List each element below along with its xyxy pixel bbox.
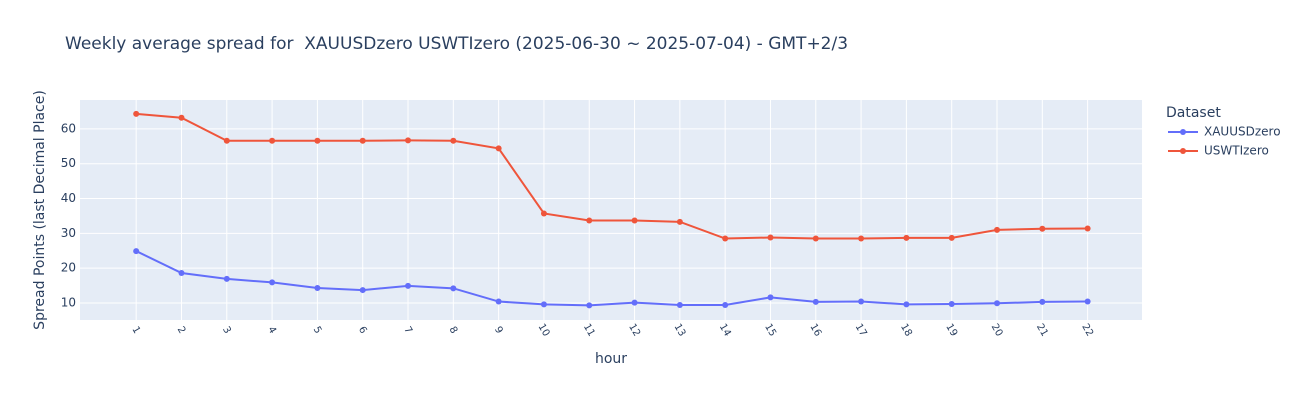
x-tick-label: 12 <box>626 322 642 339</box>
series-line <box>135 250 1088 307</box>
data-point <box>767 294 774 301</box>
data-point <box>767 234 774 241</box>
data-point <box>133 248 140 255</box>
chart-title: Weekly average spread for XAUUSDzero USW… <box>65 34 848 54</box>
y-tick-label: 40 <box>61 191 76 205</box>
data-point <box>269 137 276 144</box>
data-point <box>359 137 366 144</box>
x-tick-label: 16 <box>807 322 823 339</box>
data-point <box>405 137 412 144</box>
data-point <box>223 275 230 282</box>
data-point <box>178 114 185 121</box>
legend-title: Dataset <box>1166 105 1221 121</box>
data-point <box>1039 298 1046 305</box>
data-point <box>540 301 547 308</box>
x-tick-label: 20 <box>989 322 1005 339</box>
data-point <box>903 301 910 308</box>
y-tick-label: 50 <box>61 156 76 170</box>
data-point <box>676 218 683 225</box>
x-tick-label: 2 <box>175 325 188 336</box>
data-point <box>812 298 819 305</box>
y-tick-label: 60 <box>61 121 76 135</box>
data-point <box>540 210 547 217</box>
x-tick-label: 15 <box>762 322 778 339</box>
x-tick-label: 19 <box>943 322 959 339</box>
data-point <box>812 235 819 242</box>
x-tick-label: 21 <box>1034 322 1050 339</box>
x-tick-label: 6 <box>356 325 369 336</box>
data-point <box>450 285 457 292</box>
data-point <box>1084 298 1091 305</box>
x-tick-label: 7 <box>401 325 414 336</box>
x-axis-title: hour <box>595 351 627 367</box>
y-tick-label: 30 <box>61 226 76 240</box>
x-tick-label: 1 <box>129 325 142 336</box>
x-tick-label: 11 <box>581 322 597 339</box>
x-tick-label: 13 <box>671 322 687 339</box>
data-point <box>359 287 366 294</box>
y-tick-label: 10 <box>61 295 76 309</box>
legend-marker <box>1180 148 1186 154</box>
data-point <box>586 302 593 309</box>
x-tick-label: 22 <box>1079 322 1095 339</box>
legend-label: USWTIzero <box>1204 144 1269 158</box>
data-point <box>223 137 230 144</box>
plot-area <box>80 100 1142 320</box>
data-point <box>405 282 412 289</box>
y-tick-label: 20 <box>61 261 76 275</box>
data-point <box>858 235 865 242</box>
data-point <box>676 302 683 309</box>
data-point <box>722 302 729 309</box>
data-point <box>314 284 321 291</box>
series-line <box>136 112 1088 240</box>
y-axis-title: Spread Points (last Decimal Place) <box>32 90 48 330</box>
x-tick-label: 10 <box>536 322 552 339</box>
data-point <box>631 217 638 224</box>
data-point <box>631 299 638 306</box>
data-point <box>994 300 1001 307</box>
legend-marker <box>1180 129 1186 135</box>
data-point <box>314 137 321 144</box>
x-tick-label: 17 <box>853 322 869 339</box>
legend-label: XAUUSDzero <box>1204 125 1281 139</box>
data-point <box>858 298 865 305</box>
data-point <box>1084 225 1091 232</box>
data-point <box>948 234 955 241</box>
x-tick-label: 14 <box>717 322 733 339</box>
data-point <box>994 226 1001 233</box>
x-tick-label: 4 <box>265 325 278 336</box>
data-point <box>903 234 910 241</box>
data-point <box>178 270 185 277</box>
data-point <box>450 137 457 144</box>
x-tick-label: 9 <box>492 325 505 336</box>
data-point <box>495 145 502 152</box>
data-point <box>586 217 593 224</box>
x-tick-label: 3 <box>220 325 233 336</box>
data-point <box>495 298 502 305</box>
data-point <box>269 279 276 286</box>
data-point <box>722 235 729 242</box>
x-tick-label: 5 <box>311 325 324 336</box>
data-point <box>1039 225 1046 232</box>
data-point <box>948 300 955 307</box>
x-tick-label: 8 <box>447 325 460 336</box>
x-tick-label: 18 <box>898 322 914 339</box>
data-point <box>133 110 140 117</box>
